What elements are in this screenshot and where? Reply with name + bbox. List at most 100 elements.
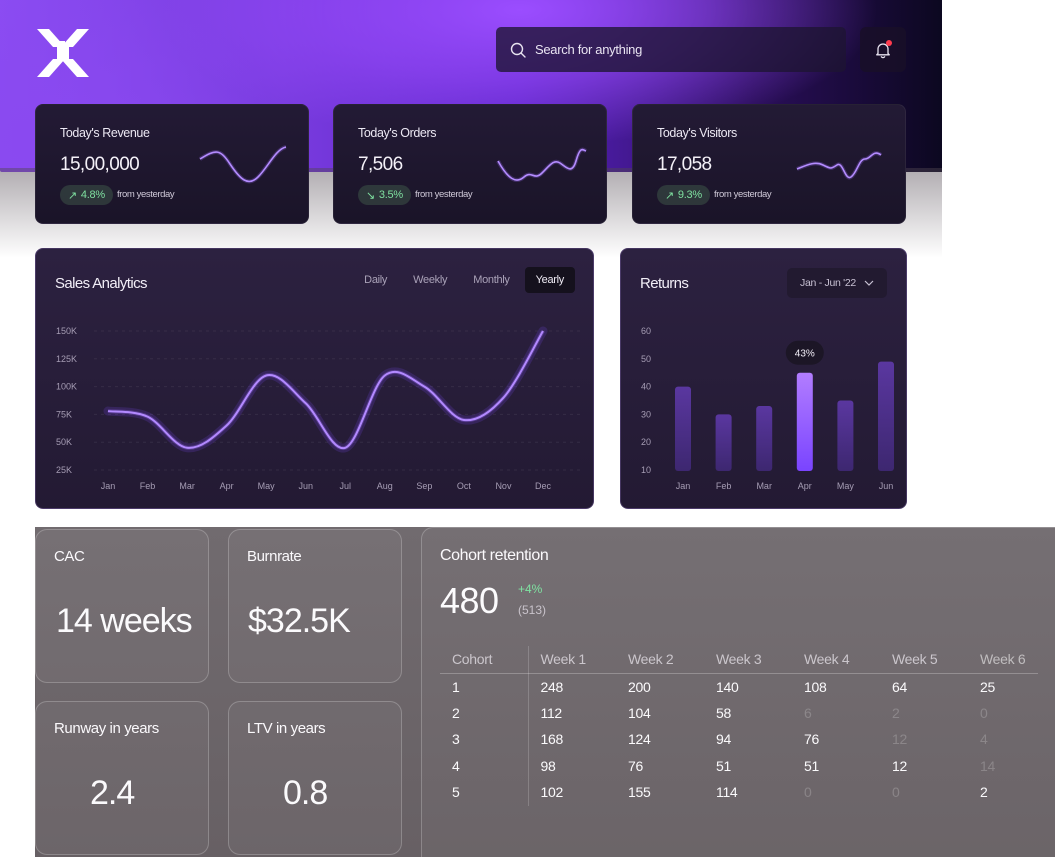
metric-label: CAC — [54, 548, 85, 565]
column-header: Cohort — [440, 646, 529, 674]
y-tick-label: 100K — [56, 382, 77, 392]
table-cell: 114 — [716, 784, 738, 801]
y-tick-label: 30 — [641, 409, 651, 419]
column-header: Week 5 — [880, 646, 968, 674]
notification-dot — [886, 40, 892, 46]
column-header: Week 1 — [528, 646, 616, 674]
x-tick-label: Feb — [716, 481, 732, 491]
x-tick-label: Feb — [140, 481, 156, 491]
kpi-value: 15,00,000 — [60, 154, 140, 175]
bell-icon — [876, 42, 890, 58]
kpi-change-badge: ↘ 3.5% — [358, 185, 411, 205]
table-cell: 64 — [892, 678, 907, 695]
return-bar[interactable] — [675, 386, 691, 471]
table-cell: 108 — [804, 678, 827, 695]
tab-monthly[interactable]: Monthly — [473, 274, 510, 286]
cohort-delta: +4% — [518, 582, 543, 596]
kpi-change: 3.5% — [378, 189, 403, 201]
metric-value: 0.8 — [283, 774, 328, 812]
table-row: 5 102 155 114 0 0 2 — [440, 779, 1038, 806]
table-cell: 248 — [540, 678, 564, 695]
x-tick-label: Apr — [798, 481, 812, 491]
kpi-title: Today's Visitors — [657, 126, 737, 140]
kpi-card-revenue[interactable]: Today's Revenue 15,00,000 ↗ 4.8% from ye… — [35, 104, 309, 224]
y-tick-label: 60 — [641, 326, 651, 336]
table-cell: 168 — [540, 731, 564, 748]
tab-daily[interactable]: Daily — [364, 274, 388, 286]
column-header: Week 4 — [792, 646, 880, 674]
search-input[interactable]: Search for anything — [496, 27, 846, 72]
y-tick-label: 40 — [641, 382, 651, 392]
tab-weekly[interactable]: Weekly — [413, 274, 448, 286]
x-tick-label: Jan — [101, 481, 116, 491]
table-cell: 112 — [540, 704, 563, 721]
table-cell: 51 — [716, 757, 731, 774]
date-range-dropdown[interactable]: Jan - Jun '22 — [787, 268, 887, 298]
cohort-retention-panel: Cohort retention 480 +4% (513) Cohort Wee… — [421, 527, 1055, 857]
cohort-header-row: Cohort Week 1 Week 2 Week 3 Week 4 Week 5 Week… — [440, 646, 1038, 674]
x-tick-label: May — [258, 481, 276, 491]
column-header: Week 6 — [968, 646, 1038, 674]
arrow-down-right-icon: ↘ — [366, 189, 375, 202]
table-cell: 3 — [440, 726, 529, 753]
table-cell: 14 — [980, 757, 995, 774]
x-tick-label: Sep — [416, 481, 432, 491]
x-tick-label: Apr — [220, 481, 234, 491]
table-cell: 6 — [804, 704, 812, 721]
x-tick-label: Mar — [756, 481, 772, 491]
table-cell: 2 — [980, 784, 988, 801]
return-bar[interactable] — [756, 406, 773, 471]
return-bar-highlighted[interactable] — [796, 372, 813, 471]
table-cell: 76 — [628, 757, 643, 774]
table-cell: 102 — [540, 784, 564, 801]
x-tick-label: Jun — [298, 481, 313, 491]
metric-card-burnrate: Burnrate $32.5K — [228, 529, 402, 683]
return-bar[interactable] — [715, 414, 732, 471]
date-range-label: Jan - Jun '22 — [800, 277, 856, 289]
cohort-title: Cohort retention — [440, 547, 549, 564]
table-cell: 4 — [440, 752, 529, 779]
kpi-title: Today's Revenue — [60, 126, 150, 140]
search-placeholder: Search for anything — [535, 42, 643, 57]
bar-tooltip-label: 43% — [795, 349, 815, 360]
table-cell: 104 — [628, 704, 651, 721]
table-cell: 58 — [716, 704, 731, 721]
sparkline-visitors — [796, 151, 883, 180]
cohort-previous: (513) — [518, 603, 547, 617]
kpi-from-label: from yesterday — [415, 189, 473, 200]
table-cell: 4 — [980, 731, 988, 748]
table-cell: 200 — [628, 678, 651, 695]
table-row: 2 112 104 58 6 2 0 — [440, 699, 1038, 726]
arrow-up-right-icon: ↗ — [68, 189, 77, 202]
tab-yearly[interactable]: Yearly — [524, 267, 575, 293]
sales-line-chart: 150K 125K 100K 75K 50K 25K Jan Feb Mar Apr May Jun J… — [56, 326, 581, 491]
notifications-button[interactable] — [860, 27, 906, 72]
x-tick-label: Jun — [879, 481, 894, 491]
kpi-change: 9.3% — [677, 189, 702, 201]
bottom-section — [35, 527, 1055, 857]
y-tick-label: 50 — [641, 354, 651, 364]
kpi-value: 17,058 — [657, 154, 712, 175]
kpi-card-orders[interactable]: Today's Orders 7,506 ↘ 3.5% from yesterd… — [333, 104, 607, 224]
y-tick-label: 75K — [56, 409, 72, 419]
table-cell: 155 — [628, 784, 651, 801]
kpi-change-badge: ↗ 4.8% — [60, 185, 113, 205]
kpi-card-visitors[interactable]: Today's Visitors 17,058 ↗ 9.3% from yest… — [632, 104, 906, 224]
cohort-table: Cohort Week 1 Week 2 Week 3 Week 4 Week 5 Week… — [440, 646, 1038, 806]
return-bar[interactable] — [878, 361, 894, 471]
column-header: Week 3 — [704, 646, 792, 674]
table-cell: 5 — [440, 779, 529, 806]
kpi-title: Today's Orders — [358, 126, 437, 140]
table-cell: 2 — [440, 699, 529, 726]
metric-card-runway: Runway in years 2.4 — [35, 701, 209, 855]
metric-card-cac: CAC 14 weeks — [35, 529, 209, 683]
return-bar[interactable] — [837, 400, 854, 472]
table-row: 4 98 76 51 51 12 14 — [440, 752, 1038, 779]
period-tabs: Daily Weekly Monthly Yearly — [353, 267, 575, 293]
table-cell: 1 — [440, 673, 529, 700]
metric-value: 14 weeks — [56, 602, 193, 640]
brand-logo-icon[interactable] — [35, 27, 91, 79]
y-tick-label: 25K — [56, 465, 72, 475]
table-cell: 25 — [980, 678, 995, 695]
metric-value: 2.4 — [90, 774, 135, 812]
